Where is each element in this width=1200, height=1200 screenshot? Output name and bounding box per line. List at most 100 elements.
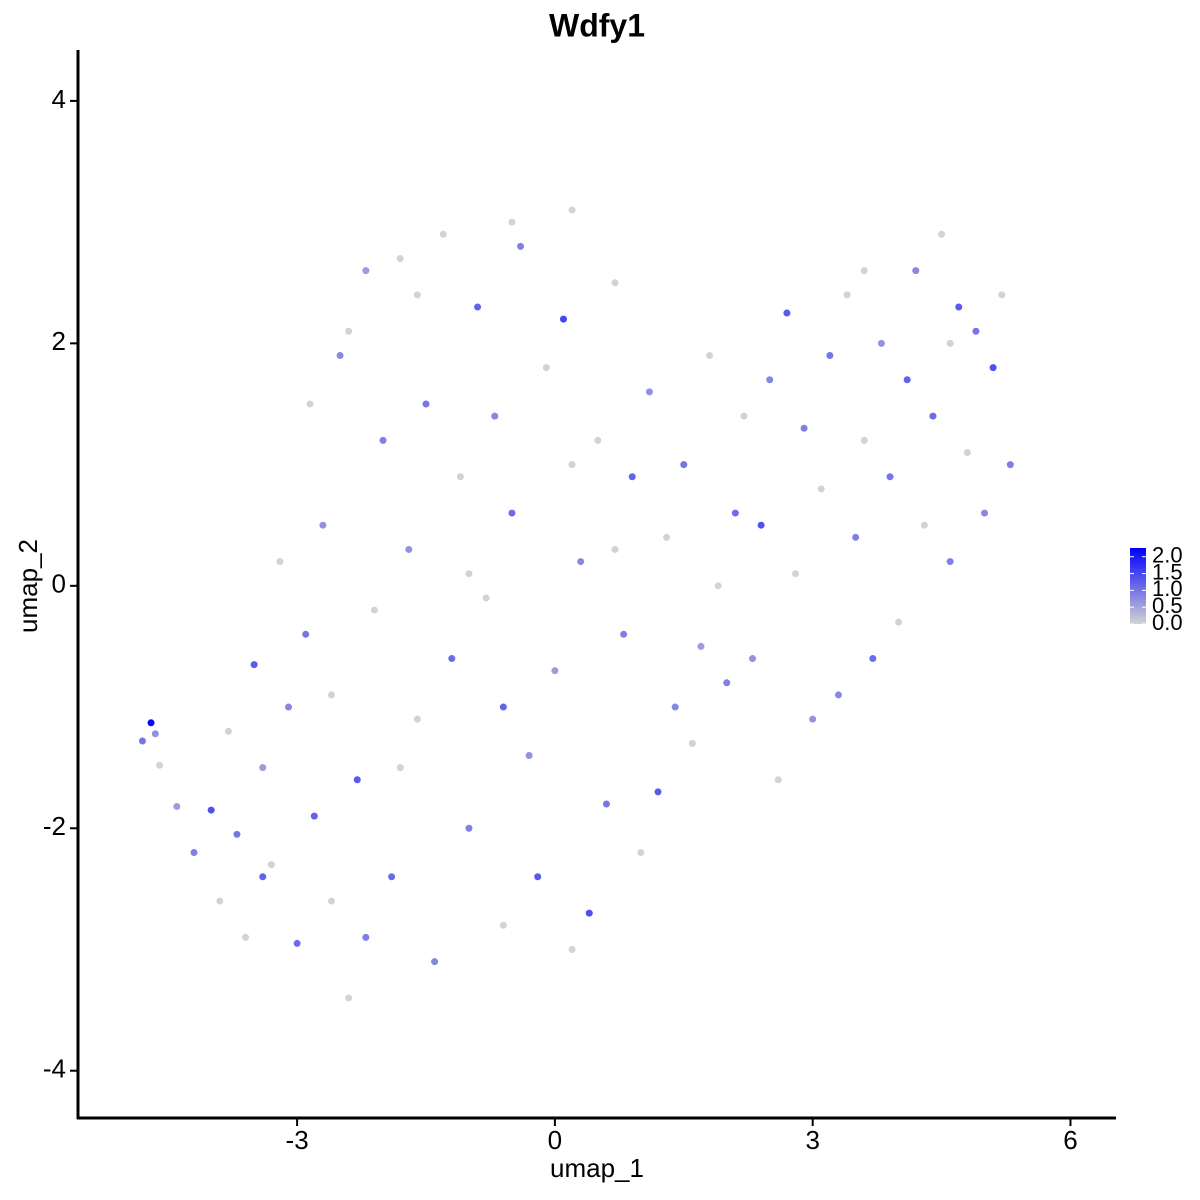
point: [551, 667, 559, 675]
point: [345, 327, 353, 335]
point: [946, 339, 954, 347]
point: [362, 267, 370, 275]
point: [946, 558, 954, 566]
point: [156, 761, 164, 769]
x-tick-label: 3: [805, 1125, 819, 1155]
point: [688, 739, 696, 747]
point: [267, 861, 275, 869]
point: [465, 570, 473, 578]
point: [611, 545, 619, 553]
colorbar-tick-label: 2.0: [1152, 543, 1183, 568]
point: [499, 921, 507, 929]
point: [972, 327, 980, 335]
point: [723, 679, 731, 687]
point: [783, 309, 791, 317]
point: [327, 897, 335, 905]
y-tick-label: -4: [43, 1054, 66, 1084]
point: [989, 364, 997, 372]
point: [886, 473, 894, 481]
point: [706, 351, 714, 359]
point: [465, 824, 473, 832]
point: [190, 849, 198, 857]
point: [422, 400, 430, 408]
point: [499, 703, 507, 711]
point: [456, 473, 464, 481]
point: [508, 218, 516, 226]
point: [791, 570, 799, 578]
point: [336, 351, 344, 359]
point: [602, 800, 610, 808]
point: [525, 752, 533, 760]
point: [852, 533, 860, 541]
y-tick-label: 0: [52, 569, 66, 599]
point: [731, 509, 739, 517]
point: [147, 719, 155, 727]
point: [259, 873, 267, 881]
point: [319, 521, 327, 529]
point: [817, 485, 825, 493]
point: [912, 267, 920, 275]
point: [998, 291, 1006, 299]
y-tick-label: -2: [43, 811, 66, 841]
point: [388, 873, 396, 881]
point: [929, 412, 937, 420]
point: [860, 436, 868, 444]
point: [869, 655, 877, 663]
point: [757, 521, 765, 529]
point: [620, 630, 628, 638]
point: [508, 509, 516, 517]
point: [938, 230, 946, 238]
colorbar-tick-label: 0.5: [1152, 593, 1183, 618]
colorbar-tick-label: 1.5: [1152, 559, 1183, 584]
y-axis-label: umap_2: [13, 539, 43, 633]
point: [379, 436, 387, 444]
point: [370, 606, 378, 614]
point: [645, 388, 653, 396]
y-tick-label: 4: [52, 84, 66, 114]
point: [568, 206, 576, 214]
point: [534, 873, 542, 881]
point: [740, 412, 748, 420]
point: [749, 655, 757, 663]
point: [242, 933, 250, 941]
x-tick-label: 6: [1063, 1125, 1077, 1155]
point: [542, 364, 550, 372]
point: [671, 703, 679, 711]
point: [568, 945, 576, 953]
point: [474, 303, 482, 311]
point: [276, 558, 284, 566]
point: [517, 242, 525, 250]
point: [396, 764, 404, 772]
point: [654, 788, 662, 796]
point: [895, 618, 903, 626]
point: [559, 315, 567, 323]
point: [981, 509, 989, 517]
x-tick-label: -3: [286, 1125, 309, 1155]
point: [439, 230, 447, 238]
point: [826, 351, 834, 359]
point: [353, 776, 361, 784]
chart-title: Wdfy1: [549, 7, 645, 43]
point: [611, 279, 619, 287]
point: [151, 730, 159, 738]
point: [637, 849, 645, 857]
point: [714, 582, 722, 590]
point: [955, 303, 963, 311]
point: [405, 545, 413, 553]
colorbar-tick-label: 0.0: [1152, 610, 1183, 635]
point: [293, 939, 301, 947]
point: [800, 424, 808, 432]
point: [224, 727, 232, 735]
point: [860, 267, 868, 275]
point: [413, 715, 421, 723]
point: [843, 291, 851, 299]
point: [809, 715, 817, 723]
point: [482, 594, 490, 602]
point: [233, 830, 241, 838]
point: [491, 412, 499, 420]
point: [173, 802, 181, 810]
point: [903, 376, 911, 384]
point: [138, 737, 146, 745]
point: [766, 376, 774, 384]
point: [310, 812, 318, 820]
